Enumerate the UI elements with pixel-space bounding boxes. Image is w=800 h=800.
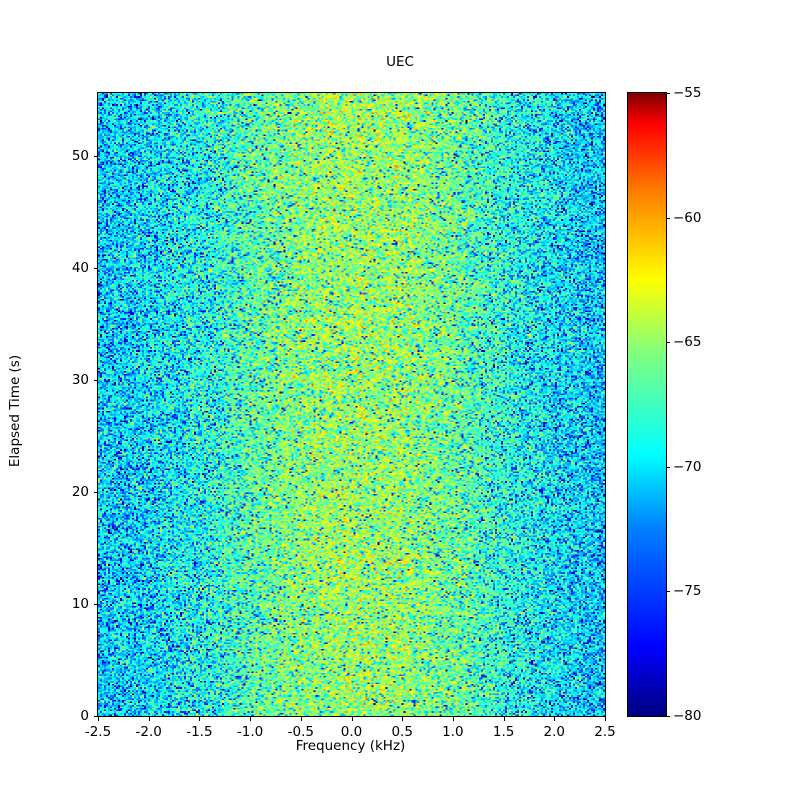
x-tick-label: 1.0 <box>442 724 464 740</box>
y-tick-label: 20 <box>71 483 89 500</box>
colorbar <box>627 92 667 717</box>
x-tick <box>605 717 606 721</box>
spectrogram-image <box>98 93 605 716</box>
x-tick-label: -2.5 <box>84 724 112 740</box>
y-tick-label: 30 <box>71 371 89 388</box>
x-tick <box>554 717 556 721</box>
y-tick-label: 0 <box>80 708 89 724</box>
y-tick-label: 10 <box>71 595 89 612</box>
colorbar-tick <box>666 591 670 593</box>
y-tick-label: 50 <box>71 147 89 164</box>
y-axis-label: Elapsed Time (s) <box>7 354 23 468</box>
colorbar-tick-label: −70 <box>673 458 702 475</box>
x-tick <box>503 717 505 721</box>
x-axis-label: Frequency (kHz) <box>295 738 406 754</box>
x-tick <box>199 717 201 721</box>
colorbar-tick <box>666 342 670 344</box>
y-tick <box>94 491 98 493</box>
y-tick <box>94 603 98 605</box>
x-tick-label: -1.0 <box>236 724 264 740</box>
x-tick <box>351 717 353 721</box>
y-tick <box>94 267 98 269</box>
x-tick-label: -1.5 <box>186 724 213 740</box>
x-tick <box>300 717 302 721</box>
y-tick <box>94 379 98 381</box>
y-tick <box>94 155 98 157</box>
colorbar-tick-label: −55 <box>673 85 702 101</box>
x-tick-label: -2.0 <box>135 724 162 740</box>
x-tick-label: 2.0 <box>543 724 566 740</box>
x-tick-label: -0.5 <box>287 724 314 740</box>
x-tick <box>402 717 404 721</box>
x-tick-label: 1.5 <box>492 724 515 740</box>
colorbar-tick <box>666 716 670 717</box>
spectrogram-plot <box>97 92 606 717</box>
x-tick <box>452 717 454 721</box>
x-tick <box>250 717 252 721</box>
x-tick <box>148 717 150 721</box>
colorbar-gradient <box>628 93 666 716</box>
y-tick <box>94 716 98 717</box>
colorbar-tick-label: −65 <box>673 334 702 351</box>
x-tick-label: 0.0 <box>340 724 363 740</box>
x-tick-label: 2.5 <box>594 724 616 740</box>
x-tick-label: 0.5 <box>391 724 413 740</box>
colorbar-tick <box>666 93 670 94</box>
x-tick <box>98 717 99 721</box>
colorbar-tick-label: −80 <box>673 708 702 724</box>
colorbar-tick <box>666 466 670 468</box>
colorbar-tick <box>666 217 670 219</box>
colorbar-tick-label: −75 <box>673 583 702 600</box>
colorbar-tick-label: −60 <box>673 209 702 226</box>
title-station: UEC <box>386 54 414 70</box>
y-tick-label: 40 <box>71 259 89 276</box>
